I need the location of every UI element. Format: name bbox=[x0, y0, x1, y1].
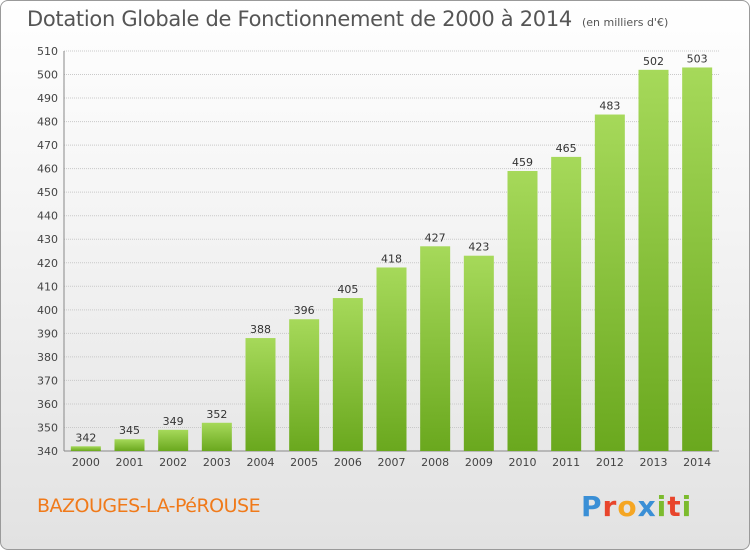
value-label: 388 bbox=[250, 323, 271, 336]
value-label: 405 bbox=[337, 283, 358, 296]
x-tick-label: 2001 bbox=[116, 456, 144, 469]
bar-2011 bbox=[551, 156, 582, 451]
value-label: 503 bbox=[687, 52, 708, 65]
bar-2010 bbox=[507, 171, 538, 451]
y-tick-label: 470 bbox=[37, 139, 58, 152]
value-label: 418 bbox=[381, 252, 402, 265]
x-tick-label: 2004 bbox=[247, 456, 275, 469]
y-tick-label: 340 bbox=[37, 445, 58, 458]
bar-2007 bbox=[376, 267, 407, 451]
value-label: 423 bbox=[468, 241, 489, 254]
y-tick-label: 500 bbox=[37, 69, 58, 82]
logo-letter: x bbox=[637, 490, 657, 523]
x-tick-label: 2010 bbox=[509, 456, 537, 469]
value-label: 396 bbox=[294, 304, 315, 317]
logo-letter: t bbox=[667, 490, 682, 523]
y-tick-label: 490 bbox=[37, 92, 58, 105]
y-tick-label: 510 bbox=[37, 45, 58, 58]
bar-2003 bbox=[201, 422, 232, 451]
bar-2000 bbox=[70, 446, 101, 451]
bar-2002 bbox=[158, 429, 189, 451]
proxiti-logo: Proxiti bbox=[581, 490, 692, 523]
y-tick-label: 420 bbox=[37, 257, 58, 270]
bar-2012 bbox=[594, 114, 625, 451]
y-tick-label: 350 bbox=[37, 421, 58, 434]
chart-title: Dotation Globale de Fonctionnement de 20… bbox=[27, 7, 668, 31]
bar-2004 bbox=[245, 338, 276, 451]
y-tick-label: 400 bbox=[37, 304, 58, 317]
y-tick-label: 380 bbox=[37, 351, 58, 364]
logo-letter: r bbox=[602, 490, 618, 523]
x-tick-label: 2007 bbox=[378, 456, 406, 469]
bar-2008 bbox=[420, 246, 451, 451]
y-tick-label: 440 bbox=[37, 210, 58, 223]
bar-2001 bbox=[114, 439, 145, 451]
commune-name: BAZOUGES-LA-PéROUSE bbox=[37, 495, 261, 517]
logo-letter: P bbox=[581, 490, 603, 523]
bar-2013 bbox=[638, 69, 669, 451]
y-tick-label: 480 bbox=[37, 116, 58, 129]
x-tick-label: 2002 bbox=[159, 456, 187, 469]
bar-2005 bbox=[289, 319, 320, 451]
value-label: 352 bbox=[206, 408, 227, 421]
bar-2009 bbox=[463, 255, 494, 451]
y-tick-label: 390 bbox=[37, 327, 58, 340]
x-tick-label: 2014 bbox=[683, 456, 711, 469]
y-tick-label: 360 bbox=[37, 398, 58, 411]
y-tick-label: 430 bbox=[37, 233, 58, 246]
y-tick-label: 410 bbox=[37, 280, 58, 293]
bar-2006 bbox=[332, 298, 363, 451]
chart-subtitle: (en milliers d'€) bbox=[581, 16, 669, 29]
value-label: 349 bbox=[163, 415, 184, 428]
logo-letter: i bbox=[681, 490, 693, 523]
value-label: 483 bbox=[599, 100, 620, 113]
logo-letter: i bbox=[656, 490, 668, 523]
value-label: 342 bbox=[75, 431, 96, 444]
x-tick-label: 2003 bbox=[203, 456, 231, 469]
x-tick-label: 2006 bbox=[334, 456, 362, 469]
value-label: 459 bbox=[512, 156, 533, 169]
logo-letter: o bbox=[617, 490, 638, 523]
value-label: 427 bbox=[425, 231, 446, 244]
x-tick-label: 2011 bbox=[552, 456, 580, 469]
value-label: 465 bbox=[556, 142, 577, 155]
bar-2014 bbox=[682, 67, 713, 452]
y-tick-label: 370 bbox=[37, 374, 58, 387]
y-tick-label: 460 bbox=[37, 163, 58, 176]
value-label: 502 bbox=[643, 55, 664, 68]
value-label: 345 bbox=[119, 424, 140, 437]
x-tick-label: 2000 bbox=[72, 456, 100, 469]
x-tick-label: 2008 bbox=[421, 456, 449, 469]
x-tick-label: 2009 bbox=[465, 456, 493, 469]
x-tick-label: 2005 bbox=[290, 456, 318, 469]
chart-title-text: Dotation Globale de Fonctionnement de 20… bbox=[27, 7, 572, 31]
x-tick-label: 2012 bbox=[596, 456, 624, 469]
x-tick-label: 2013 bbox=[640, 456, 668, 469]
y-tick-label: 450 bbox=[37, 186, 58, 199]
